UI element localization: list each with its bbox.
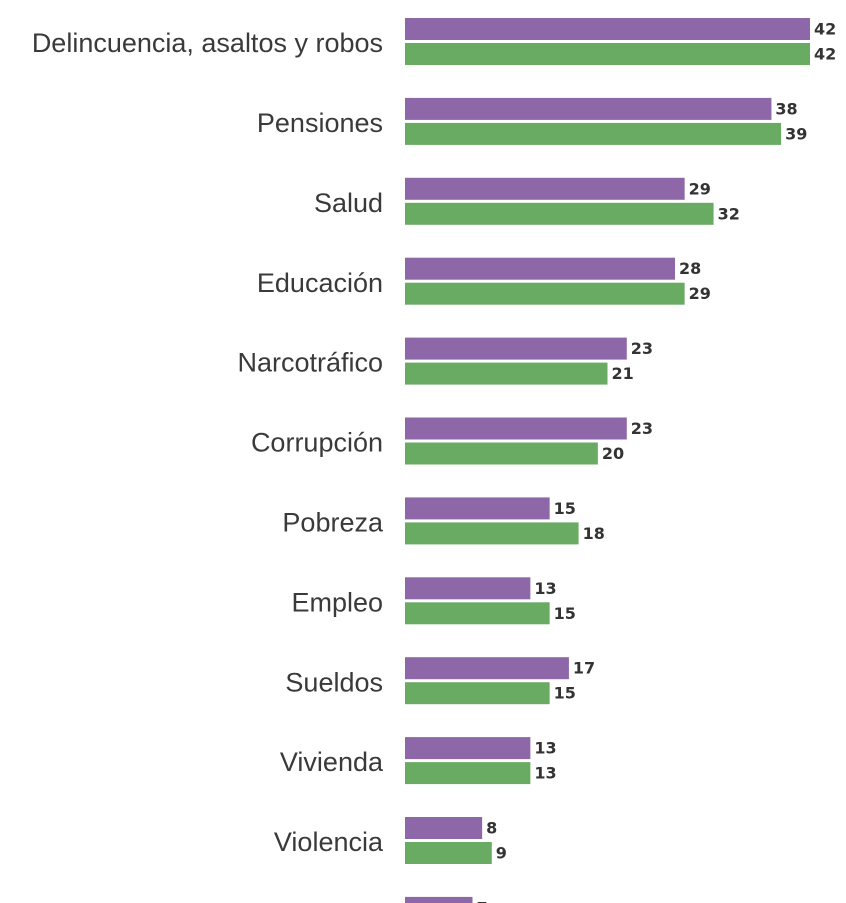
bar-delincuencia-asaltos-y-robos-series-2 [405, 43, 810, 65]
bar-delincuencia-asaltos-y-robos-series-1 [405, 18, 810, 40]
category-label-pobreza: Pobreza [282, 508, 384, 538]
value-label-pensiones-series-1: 38 [775, 99, 797, 118]
category-label-educacion: Educación [257, 268, 383, 298]
bar-sueldos-series-1 [405, 657, 569, 680]
value-label-educacion-series-2: 29 [689, 284, 711, 303]
value-label-sueldos-series-1: 17 [573, 659, 595, 678]
bar-violencia-series-2 [405, 842, 492, 864]
value-label-violencia-series-1: 8 [486, 819, 497, 838]
bar-narcotrafico-series-1 [405, 337, 627, 360]
category-label-empleo: Empleo [291, 587, 383, 617]
bar-narcotrafico-series-2 [405, 362, 608, 385]
value-label-narcotrafico-series-2: 21 [612, 364, 634, 383]
category-label-delincuencia-asaltos-y-robos: Delincuencia, asaltos y robos [32, 28, 383, 58]
category-label-violencia: Violencia [274, 827, 384, 857]
category-label-corrupcion: Corrupción [251, 428, 383, 458]
bar-pensiones-series-2 [405, 122, 782, 145]
value-label-delincuencia-asaltos-y-robos-series-1: 42 [814, 20, 836, 39]
bar-educacion-series-2 [405, 282, 685, 305]
value-label-salud-series-2: 32 [718, 204, 740, 223]
bar-educacion-series-1 [405, 257, 675, 280]
bar-pensiones-series-1 [405, 97, 772, 120]
bar-corrupcion-series-2 [405, 442, 598, 465]
bar-vivienda-series-2 [405, 762, 531, 785]
value-label-violencia-series-2: 9 [496, 844, 507, 863]
category-labels: Delincuencia, asaltos y robos Pensiones Sa… [32, 28, 384, 857]
value-label-corrupcion-series-2: 20 [602, 444, 624, 463]
bar-empleo-series-2 [405, 602, 550, 625]
value-label-vivienda-series-1: 13 [534, 739, 556, 758]
bar-salud-series-2 [405, 202, 714, 225]
value-label-corrupcion-series-1: 23 [631, 419, 653, 438]
value-label-sueldos-series-2: 15 [554, 684, 576, 703]
value-label-pensiones-series-2: 39 [785, 124, 807, 143]
value-label-delincuencia-asaltos-y-robos-series-2: 42 [814, 45, 836, 64]
category-label-vivienda: Vivienda [280, 747, 384, 777]
bar-pobreza-series-1 [405, 497, 550, 520]
bar-vivienda-series-1 [405, 737, 531, 760]
bar-salud-series-1 [405, 177, 685, 200]
category-label-sueldos: Sueldos [285, 667, 383, 697]
value-label-educacion-series-1: 28 [679, 259, 701, 278]
value-label-empleo-series-2: 15 [554, 604, 576, 623]
value-label-pobreza-series-1: 15 [554, 499, 576, 518]
value-label-empleo-series-1: 13 [534, 579, 556, 598]
value-labels: 42 42 38 39 29 32 28 29 23 21 23 20 15 18 13 15 17 15 13 13… [477, 20, 837, 903]
value-label-pobreza-series-2: 18 [583, 524, 605, 543]
bars [405, 18, 810, 903]
bar-sueldos-series-2 [405, 682, 550, 705]
value-label-salud-series-1: 29 [689, 179, 711, 198]
category-label-narcotrafico: Narcotráfico [237, 348, 383, 378]
bar-violencia-series-1 [405, 817, 483, 839]
category-label-salud: Salud [314, 188, 383, 218]
value-label-narcotrafico-series-1: 23 [631, 339, 653, 358]
category-label-pensiones: Pensiones [257, 108, 383, 138]
bar-corrupcion-series-1 [405, 417, 627, 440]
bar-category-series-1 [405, 896, 473, 903]
bar-pobreza-series-2 [405, 522, 579, 545]
value-label-category-series-1: 7 [477, 898, 488, 903]
bar-empleo-series-1 [405, 577, 531, 600]
value-label-vivienda-series-2: 13 [534, 764, 556, 783]
